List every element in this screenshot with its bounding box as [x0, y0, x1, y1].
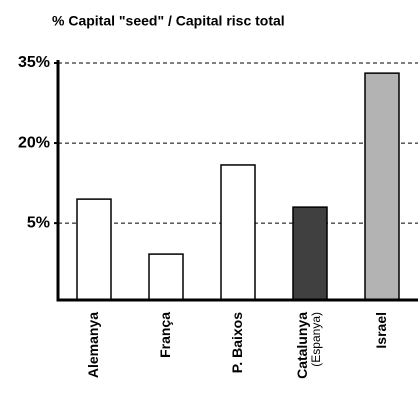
- x-tick-label: Alemanya: [85, 312, 101, 378]
- chart-title: % Capital "seed" / Capital risc total: [52, 13, 285, 29]
- y-tick-label: 20%: [18, 134, 50, 151]
- y-tick-label: 35%: [18, 54, 50, 71]
- bar: [292, 206, 328, 301]
- y-tick-label: 5%: [27, 214, 50, 231]
- bar: [148, 253, 184, 301]
- bar: [76, 198, 112, 301]
- bar: [364, 72, 400, 301]
- x-tick-label: França: [157, 312, 173, 358]
- x-tick-label: Catalunya(Espanya): [294, 312, 323, 379]
- x-tick-label: Israel: [373, 312, 389, 349]
- bar: [220, 164, 256, 301]
- x-tick-label: P. Baixos: [229, 312, 245, 373]
